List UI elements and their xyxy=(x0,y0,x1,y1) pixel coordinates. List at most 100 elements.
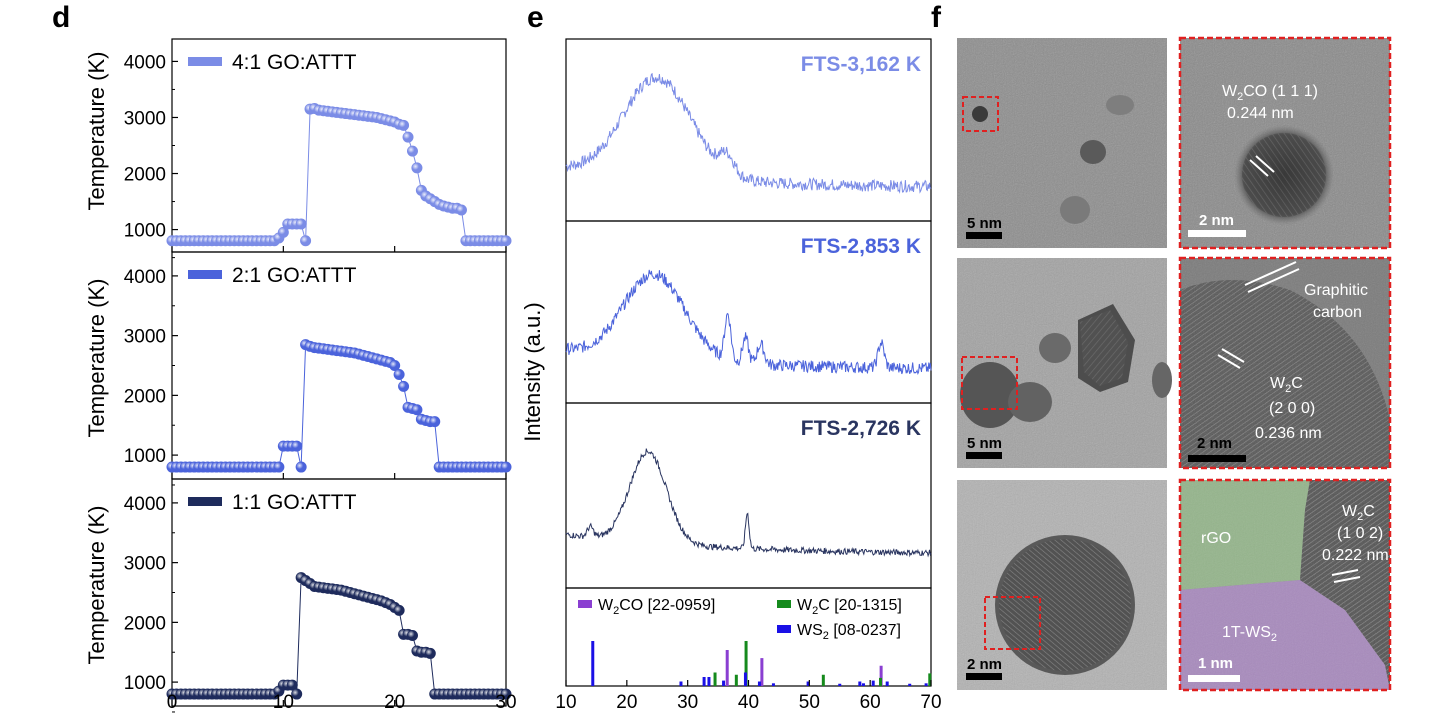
d-ylabel-1: Temperature (K) xyxy=(84,52,109,211)
e-series-line-1 xyxy=(565,269,932,375)
tem-r2-graphitic-1: Graphitic xyxy=(1304,282,1368,299)
d-legend-swatch-0 xyxy=(188,57,222,66)
e-reference-line xyxy=(734,674,738,686)
tem-r1-dspacing: 0.244 nm xyxy=(1227,105,1294,122)
e-xtick-label: 20 xyxy=(616,692,637,713)
e-reference-line xyxy=(771,683,775,686)
tem-r2-scale-left: 5 nm xyxy=(967,435,1002,452)
e-reference-legend-swatch-0 xyxy=(578,600,592,608)
d-point-shine xyxy=(407,630,418,641)
d-point-shine xyxy=(403,132,414,143)
tem-r2-dspacing: 0.236 nm xyxy=(1255,425,1322,442)
d-point-shine xyxy=(296,462,307,473)
d-point-shine xyxy=(278,227,289,238)
d-point-shine xyxy=(273,462,284,473)
tem-r3-ws2: 1T-WS2 xyxy=(1222,624,1277,644)
e-reference-line xyxy=(838,683,842,686)
tem-r3-roi-box xyxy=(984,596,1041,650)
e-reference-line xyxy=(908,683,912,686)
d-point-shine xyxy=(411,404,422,415)
d-point-shine xyxy=(429,416,440,427)
e-series-line-2 xyxy=(565,448,932,558)
e-reference-line xyxy=(713,672,717,686)
tem-r1-right-frame xyxy=(1178,36,1392,250)
e-reference-legend-label-2: WS2 [08-0237] xyxy=(797,622,901,642)
tem-r2-left: 5 nm xyxy=(957,258,1172,468)
e-xtick-label: 30 xyxy=(677,692,698,713)
e-series-label-0: FTS-3,162 K xyxy=(801,53,921,76)
d-ytick-label: 2000 xyxy=(124,386,166,407)
d-point-shine xyxy=(389,360,400,371)
e-xtick-label: 70 xyxy=(920,692,941,713)
d-ytick-label: 4000 xyxy=(124,494,166,515)
d-point-shine xyxy=(291,689,302,700)
tem-r2-scale-right: 2 nm xyxy=(1197,435,1232,452)
e-reference-line xyxy=(707,677,711,686)
panel-e-xrd-plots: FTS-3,162 K FTS-2,853 K FTS-2,726 K W2CO [2… xyxy=(555,38,942,713)
d-xtick-label: 30 xyxy=(495,692,516,713)
d-point-shine xyxy=(456,204,467,215)
d-ytick-label: 1000 xyxy=(124,221,166,242)
d-point-shine xyxy=(398,381,409,392)
tem-r1-right: W2CO (1 1 1) 0.244 nm 2 nm xyxy=(1178,36,1392,250)
d-point-shine xyxy=(291,441,302,452)
d-xtick-label: 10 xyxy=(273,692,294,713)
e-reference-line xyxy=(885,681,889,686)
tem-r1-left: 5 nm xyxy=(957,38,1167,248)
e-xtick-label: 10 xyxy=(555,692,576,713)
tem-r3-hkl: (1 0 2) xyxy=(1337,525,1383,542)
d-point-shine xyxy=(407,146,418,157)
e-reference-line xyxy=(744,641,748,686)
d-point-shine xyxy=(501,462,511,473)
e-xtick-label: 50 xyxy=(799,692,820,713)
e-ylabel: Intensity (a.u.) xyxy=(520,302,545,441)
d-point-shine xyxy=(398,120,409,131)
d-ylabel-2: Temperature (K) xyxy=(84,279,109,438)
tem-r3-right-frame xyxy=(1178,478,1392,692)
tem-r2-roi-box xyxy=(961,356,1018,410)
d-ylabel-3: Temperature (K) xyxy=(84,506,109,665)
tem-r3-left: 2 nm xyxy=(957,480,1167,690)
d-point-shine xyxy=(501,689,511,700)
e-reference-line xyxy=(924,683,928,686)
d-legend-label-2: 1:1 GO:ATTT xyxy=(232,491,357,514)
e-reference-line xyxy=(879,677,883,686)
e-reference-line xyxy=(722,680,726,686)
d-ytick-label: 2000 xyxy=(124,165,166,186)
d-legend-label-1: 2:1 GO:ATTT xyxy=(232,264,357,287)
e-reference-line xyxy=(743,672,747,686)
e-reference-line xyxy=(760,658,764,686)
tem-r1-scale-left: 5 nm xyxy=(967,215,1002,232)
e-reference-legend-swatch-2 xyxy=(777,625,791,633)
e-reference-line xyxy=(591,641,595,686)
tem-r2-right-frame xyxy=(1178,256,1392,470)
tem-r2-right: Graphitic carbon W2C (2 0 0) 0.236 nm 2 … xyxy=(1178,256,1392,470)
e-series-label-1: FTS-2,853 K xyxy=(801,235,921,258)
e-series-line-0 xyxy=(565,72,932,194)
d-xtick-label: 0 xyxy=(167,692,178,713)
e-xtick-label: 60 xyxy=(860,692,881,713)
e-reference-line xyxy=(858,681,862,686)
d-point-shine xyxy=(296,218,307,229)
tem-r3-rgo: rGO xyxy=(1201,530,1231,547)
d-point-shine xyxy=(425,648,436,659)
tem-r3-label: W2C xyxy=(1342,503,1375,523)
d-series-line-1 xyxy=(172,343,506,468)
d-xtick-label: 20 xyxy=(384,692,405,713)
panel-label-d: d xyxy=(52,1,70,34)
tem-r3-scale-left: 2 nm xyxy=(967,656,1002,673)
tem-r1-label: W2CO (1 1 1) xyxy=(1222,83,1318,103)
d-ytick-label: 4000 xyxy=(124,267,166,288)
e-reference-line xyxy=(871,680,875,686)
e-reference-legend-label-1: W2C [20-1315] xyxy=(797,597,902,617)
tem-r3-dspacing: 0.222 nm xyxy=(1322,547,1389,564)
tem-r3-right: rGO 1T-WS2 W2C (1 0 2) 0.222 nm 1 nm xyxy=(1178,478,1392,692)
d-point-shine xyxy=(300,235,311,246)
e-reference-legend-swatch-1 xyxy=(777,600,791,608)
tem-r2-hkl: (2 0 0) xyxy=(1269,400,1315,417)
d-ytick-label: 1000 xyxy=(124,673,166,694)
e-reference-line xyxy=(821,674,825,686)
tem-r3-scale-right: 1 nm xyxy=(1198,655,1233,672)
d-ytick-label: 4000 xyxy=(124,52,166,73)
